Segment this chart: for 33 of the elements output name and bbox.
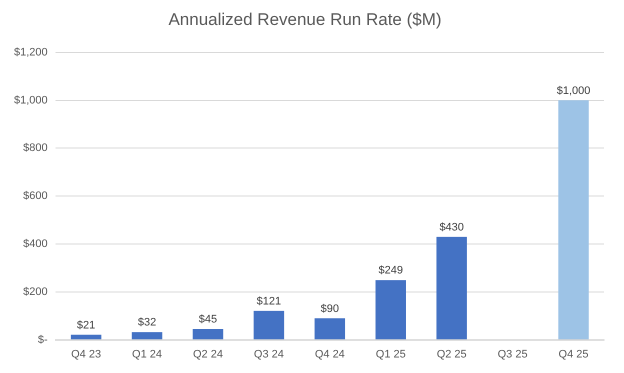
- data-label: $32: [138, 316, 156, 329]
- x-tick-label: Q2 25: [436, 348, 467, 360]
- x-tick-label: Q4 23: [71, 348, 102, 360]
- x-tick-label: Q2 24: [192, 348, 223, 360]
- data-label: $21: [76, 319, 96, 332]
- chart-title: Annualized Revenue Run Rate ($M): [168, 10, 442, 29]
- data-label: $1,000: [556, 84, 590, 97]
- x-tick-label: Q1 24: [132, 348, 162, 360]
- y-tick-label: $800: [23, 142, 48, 154]
- y-tick-label: $-: [38, 334, 48, 346]
- data-label: $45: [198, 314, 218, 326]
- bar: [314, 318, 346, 340]
- x-tick-label: Q1 25: [376, 348, 406, 360]
- bar: [376, 280, 406, 340]
- y-tick-label: $1,000: [14, 94, 48, 106]
- bar: [70, 334, 102, 340]
- bar: [132, 332, 162, 340]
- data-label: $90: [320, 302, 339, 315]
- y-tick-label: $600: [23, 190, 48, 202]
- x-tick-label: Q3 25: [498, 348, 528, 360]
- data-label: $430: [439, 221, 464, 234]
- x-tick-label: Q4 25: [558, 348, 589, 360]
- bar: [558, 100, 589, 340]
- data-label: $121: [256, 295, 282, 308]
- y-tick-label: $200: [23, 286, 48, 298]
- x-tick-label: Q4 24: [314, 348, 345, 360]
- y-tick-label: $400: [23, 238, 48, 250]
- bar: [436, 236, 467, 340]
- x-tick-label: Q3 24: [254, 348, 284, 360]
- data-label: $249: [378, 264, 403, 277]
- bar: [254, 310, 284, 340]
- bar: [192, 329, 224, 340]
- y-tick-label: $1,200: [14, 46, 48, 58]
